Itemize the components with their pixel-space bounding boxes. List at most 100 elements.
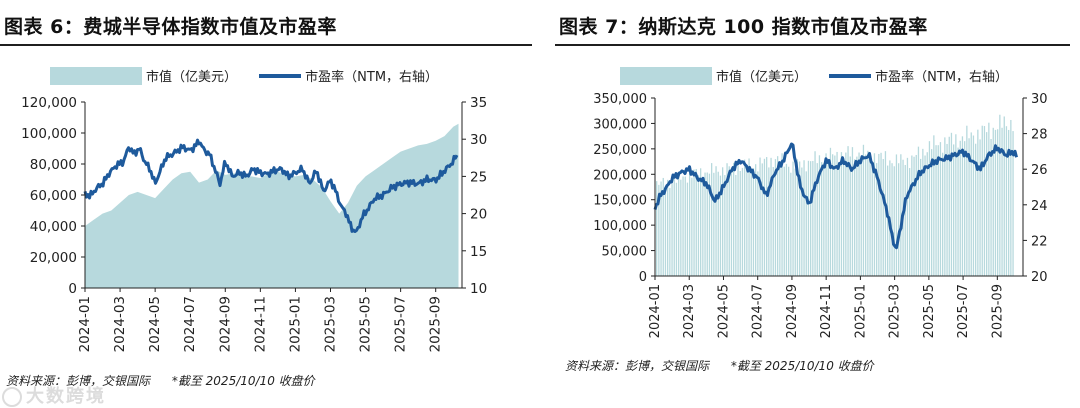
market-cap-bar bbox=[858, 152, 860, 276]
y-right-tick-label: 22 bbox=[1031, 234, 1048, 249]
market-cap-bar bbox=[803, 160, 805, 276]
market-cap-bar bbox=[761, 163, 763, 276]
legend-area-label: 市值（亿美元） bbox=[716, 70, 808, 85]
market-cap-bar bbox=[816, 163, 818, 276]
market-cap-bar bbox=[834, 155, 836, 276]
market-cap-bar bbox=[915, 154, 917, 276]
market-cap-bar bbox=[867, 150, 869, 276]
market-cap-bar bbox=[986, 132, 988, 276]
market-cap-bar bbox=[735, 174, 737, 276]
market-cap-bar bbox=[827, 161, 829, 276]
y-right-tick-label: 15 bbox=[470, 244, 487, 260]
legend-line-label: 市盈率（NTM，右轴） bbox=[305, 70, 439, 85]
x-tick-label: 2025-01 bbox=[287, 296, 303, 352]
source-text: 资料来源：彭博，交银国际 bbox=[565, 359, 710, 373]
chart-panel-semiconductor: 图表 6：费城半导体指数市值及市盈率 市值（亿美元） 市盈率（NTM，右轴） 0… bbox=[0, 0, 540, 405]
market-cap-bar bbox=[994, 129, 997, 276]
market-cap-bar bbox=[880, 152, 882, 276]
market-cap-bar bbox=[950, 132, 953, 276]
market-cap-bar bbox=[741, 167, 744, 276]
x-tick-label: 2024-03 bbox=[682, 284, 697, 338]
y-left-tick-label: 20,000 bbox=[30, 250, 77, 266]
y-right-tick-label: 26 bbox=[1031, 163, 1048, 178]
market-cap-bar bbox=[977, 129, 979, 276]
watermark-text: 大数跨境 bbox=[26, 386, 106, 407]
market-cap-bar bbox=[924, 155, 926, 276]
market-cap-bar bbox=[680, 179, 682, 276]
chart-title: 图表 6：费城半导体指数市值及市盈率 bbox=[4, 16, 337, 38]
y-right-tick-label: 30 bbox=[1031, 92, 1048, 107]
market-cap-bar bbox=[849, 156, 851, 276]
market-cap-bar bbox=[911, 155, 913, 276]
market-cap-bar bbox=[895, 154, 898, 276]
market-cap-bar bbox=[909, 168, 911, 276]
market-cap-bar bbox=[944, 137, 946, 276]
market-cap-bar bbox=[695, 168, 697, 276]
market-cap-bar bbox=[838, 164, 840, 276]
market-cap-bar bbox=[770, 157, 772, 276]
market-cap-bar bbox=[768, 167, 770, 276]
market-cap-bar bbox=[1008, 129, 1010, 276]
market-cap-bar bbox=[686, 182, 689, 276]
x-tick-label: 2024-01 bbox=[648, 284, 663, 338]
market-cap-bar bbox=[942, 152, 944, 276]
market-cap-bar bbox=[728, 166, 730, 276]
market-cap-bar bbox=[814, 151, 816, 276]
market-cap-bar bbox=[746, 167, 748, 276]
x-tick-label: 2024-05 bbox=[716, 284, 731, 338]
market-cap-bar bbox=[678, 171, 680, 276]
y-right-tick-label: 20 bbox=[470, 207, 487, 223]
market-cap-bar bbox=[704, 172, 706, 276]
chart-svg: 0 50,000 100,000 150,000 200,000 250,000 300,0… bbox=[593, 92, 1048, 338]
market-cap-bar bbox=[856, 156, 858, 276]
y-right-tick-label: 28 bbox=[1031, 128, 1048, 143]
market-cap-bar bbox=[845, 152, 847, 276]
y-left-tick-label: 80,000 bbox=[30, 157, 77, 173]
x-tick-label: 2025-09 bbox=[990, 284, 1005, 338]
y-left-tick-label: 40,000 bbox=[30, 219, 77, 235]
market-cap-bar bbox=[785, 163, 788, 276]
x-tick-label: 2024-09 bbox=[785, 284, 800, 338]
legend-area-swatch bbox=[50, 66, 142, 85]
market-cap-bar bbox=[981, 125, 983, 277]
market-cap-bar bbox=[920, 158, 922, 276]
market-cap-bar bbox=[726, 163, 728, 276]
x-tick-label: 2024-11 bbox=[252, 296, 268, 352]
market-cap-bar bbox=[937, 145, 939, 276]
legend-line-swatch bbox=[829, 73, 872, 78]
y-left-tick-label: 150,000 bbox=[593, 194, 647, 209]
market-cap-bar bbox=[887, 165, 889, 276]
market-cap-bar bbox=[772, 167, 774, 276]
market-cap-bar bbox=[860, 158, 862, 276]
market-cap-bar bbox=[933, 135, 935, 276]
market-cap-bar bbox=[922, 148, 924, 276]
x-tick-label: 2025-07 bbox=[956, 284, 971, 338]
market-cap-bar bbox=[997, 129, 999, 276]
market-cap-bar bbox=[946, 143, 948, 276]
x-tick-label: 2024-03 bbox=[112, 296, 128, 352]
x-tick-label: 2025-05 bbox=[358, 296, 374, 352]
market-cap-bar bbox=[988, 122, 990, 277]
market-cap-bar bbox=[823, 163, 825, 276]
market-cap-bar bbox=[788, 166, 790, 276]
market-cap-bar bbox=[825, 153, 827, 276]
market-cap-bar bbox=[961, 136, 964, 276]
market-cap-bar bbox=[812, 160, 814, 276]
market-cap-bar bbox=[713, 172, 715, 276]
y-right-tick-label: 24 bbox=[1031, 199, 1048, 214]
x-tick-label: 2024-05 bbox=[147, 296, 163, 352]
market-cap-bar bbox=[873, 153, 876, 276]
market-cap-bar bbox=[669, 187, 671, 276]
title-underline bbox=[555, 44, 1070, 46]
y-left-tick-label: 50,000 bbox=[602, 245, 648, 260]
market-cap-bar bbox=[739, 170, 741, 276]
market-cap-bar bbox=[664, 186, 667, 276]
y-left-tick-label: 120,000 bbox=[21, 95, 77, 111]
market-cap-bar bbox=[928, 141, 931, 276]
watermark: 大数跨境 bbox=[2, 382, 106, 408]
y-right-tick-label: 20 bbox=[1031, 270, 1048, 285]
market-cap-bar bbox=[783, 166, 785, 276]
market-cap-bar bbox=[691, 177, 693, 276]
market-cap-bar bbox=[682, 176, 684, 276]
market-cap-bar bbox=[975, 143, 977, 276]
